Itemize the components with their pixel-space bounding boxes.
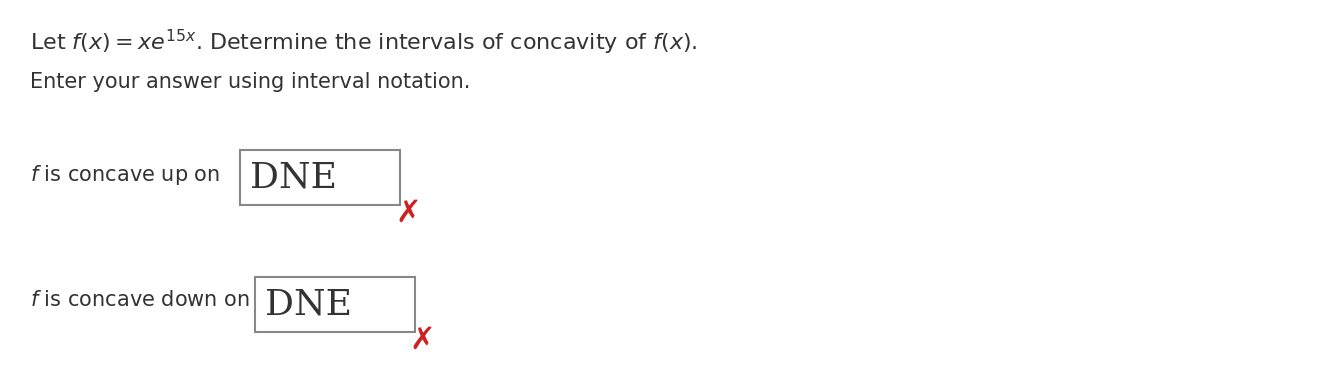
Text: ✗: ✗: [395, 199, 421, 228]
Text: DNE: DNE: [265, 288, 352, 321]
Bar: [255, 277, 415, 332]
Text: Enter your answer using interval notation.: Enter your answer using interval notatio…: [29, 72, 470, 92]
Text: ✗: ✗: [409, 326, 434, 355]
Bar: [240, 150, 401, 205]
Text: Let $f(x) = xe^{15x}$. Determine the intervals of concavity of $f(x)$.: Let $f(x) = xe^{15x}$. Determine the int…: [29, 28, 698, 57]
Text: DNE: DNE: [251, 160, 336, 195]
Text: $f$ is concave up on: $f$ is concave up on: [29, 163, 220, 187]
Text: $f$ is concave down on: $f$ is concave down on: [29, 290, 251, 310]
